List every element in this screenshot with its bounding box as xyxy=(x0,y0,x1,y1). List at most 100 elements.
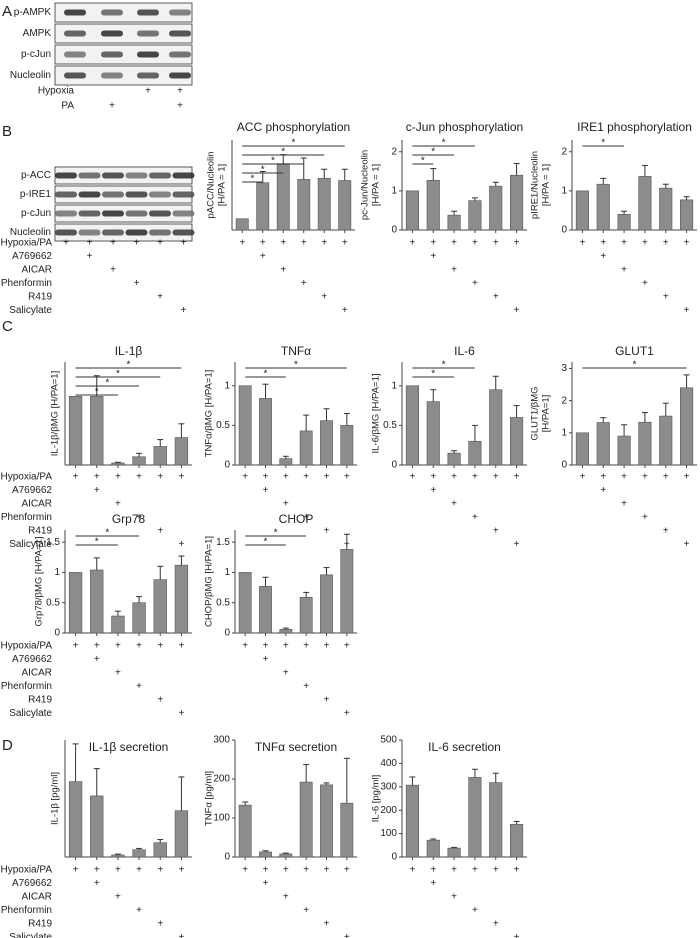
treatment-mark: + xyxy=(514,865,520,876)
y-tick-label: 2 xyxy=(561,146,567,157)
y-axis-label: IL-6 [pg/ml] xyxy=(371,775,382,823)
treatment-mark: + xyxy=(600,251,606,262)
y-tick-label: 1 xyxy=(561,186,567,197)
treatment-mark: + xyxy=(642,238,648,249)
treatment-mark: + xyxy=(87,251,93,262)
treatment-mark: + xyxy=(115,499,121,510)
treatment-mark: + xyxy=(642,472,648,483)
treatment-mark: + xyxy=(94,865,100,876)
significance-star: * xyxy=(431,369,435,380)
blot-band xyxy=(102,210,124,217)
bar xyxy=(489,389,503,466)
treatment-mark: + xyxy=(472,278,478,289)
bar xyxy=(256,182,270,231)
treatment-mark: + xyxy=(73,641,79,652)
treatment-mark: + xyxy=(303,472,309,483)
significance-star: * xyxy=(601,138,605,149)
y-axis-label: IL-6/βMG [H/PA=1] xyxy=(371,374,382,454)
blot-band xyxy=(169,30,191,37)
treatment-mark: + xyxy=(430,472,436,483)
chart-title: ACC phosphorylation xyxy=(237,120,350,134)
bar xyxy=(259,851,272,858)
treatment-mark: + xyxy=(94,485,100,496)
blot-band xyxy=(78,210,101,217)
bar xyxy=(596,183,610,231)
bar xyxy=(320,420,333,466)
treatment-label: Hypoxia/PA xyxy=(0,472,52,483)
y-tick-label: 0.5 xyxy=(383,420,397,431)
treatment-label: R419 xyxy=(28,526,52,537)
blot-band xyxy=(78,191,101,198)
bar xyxy=(617,214,631,231)
blot-band xyxy=(137,72,159,79)
treatment-mark: + xyxy=(451,892,457,903)
bar xyxy=(426,839,440,858)
treatment-mark: + xyxy=(472,512,478,523)
treatment-mark: + xyxy=(321,238,327,249)
bar xyxy=(297,179,311,231)
treatment-label: Hypoxia/PA xyxy=(0,641,52,652)
bar xyxy=(132,602,146,634)
blot-band xyxy=(64,51,86,58)
chart-title: Grp78 xyxy=(112,512,146,526)
treatment-mark: + xyxy=(94,472,100,483)
treatment-mark: + xyxy=(157,919,163,930)
blot-band xyxy=(137,51,159,58)
treatment-mark: + xyxy=(642,512,648,523)
bar xyxy=(447,847,461,858)
y-tick-label: 1 xyxy=(561,427,567,438)
y-axis-label: [H/PA = 1] xyxy=(541,164,552,206)
blot-band xyxy=(149,229,171,236)
y-tick-label: 0.5 xyxy=(216,420,230,431)
bar xyxy=(617,435,631,466)
treatment-mark: + xyxy=(663,292,669,303)
blot-band xyxy=(102,172,124,179)
y-tick-label: 0 xyxy=(224,460,230,471)
significance-star: * xyxy=(294,360,298,371)
y-axis-label: pACC/Nucleolin xyxy=(206,151,217,218)
chart-title: IRE1 phosphorylation xyxy=(577,120,692,134)
treatment-label: Hypoxia xyxy=(38,86,75,97)
treatment-mark: + xyxy=(280,265,286,276)
treatment-label: Salicylate xyxy=(9,305,52,316)
blot-strip xyxy=(54,44,193,65)
treatment-label: Hypoxia/PA xyxy=(0,865,52,876)
treatment-mark: + xyxy=(493,526,499,537)
y-tick-label: 500 xyxy=(380,735,397,746)
significance-star: * xyxy=(633,360,637,371)
bar xyxy=(279,629,293,634)
treatment-mark: + xyxy=(344,708,350,719)
bar xyxy=(259,586,272,634)
treatment-label: PA xyxy=(61,101,74,112)
bar xyxy=(111,462,125,466)
treatment-mark: + xyxy=(409,238,415,249)
treatment-mark: + xyxy=(303,512,309,523)
blot-band xyxy=(125,210,148,217)
treatment-label: R419 xyxy=(28,292,52,303)
bar xyxy=(153,446,167,466)
treatment-mark: + xyxy=(110,265,116,276)
treatment-mark: + xyxy=(514,305,520,316)
treatment-mark: + xyxy=(157,292,163,303)
treatment-label: AICAR xyxy=(21,892,52,903)
treatment-label: AICAR xyxy=(21,499,52,510)
treatment-mark: + xyxy=(136,865,142,876)
treatment-mark: + xyxy=(136,905,142,916)
treatment-mark: + xyxy=(263,641,269,652)
treatment-mark: + xyxy=(157,526,163,537)
treatment-mark: + xyxy=(324,919,330,930)
y-tick-label: 2 xyxy=(561,395,567,406)
blot-label: Nucleolin xyxy=(10,70,51,81)
y-tick-label: 0 xyxy=(561,225,567,236)
chart-title: TNFα secretion xyxy=(255,740,337,754)
treatment-label: Hypoxia/PA xyxy=(0,238,52,249)
treatment-label: Salicylate xyxy=(9,539,52,550)
treatment-mark: + xyxy=(430,865,436,876)
treatment-mark: + xyxy=(472,865,478,876)
significance-star: * xyxy=(431,147,435,158)
treatment-mark: + xyxy=(178,641,184,652)
bar xyxy=(153,579,167,634)
bar xyxy=(596,422,610,466)
treatment-mark: + xyxy=(157,472,163,483)
treatment-mark: + xyxy=(342,305,348,316)
